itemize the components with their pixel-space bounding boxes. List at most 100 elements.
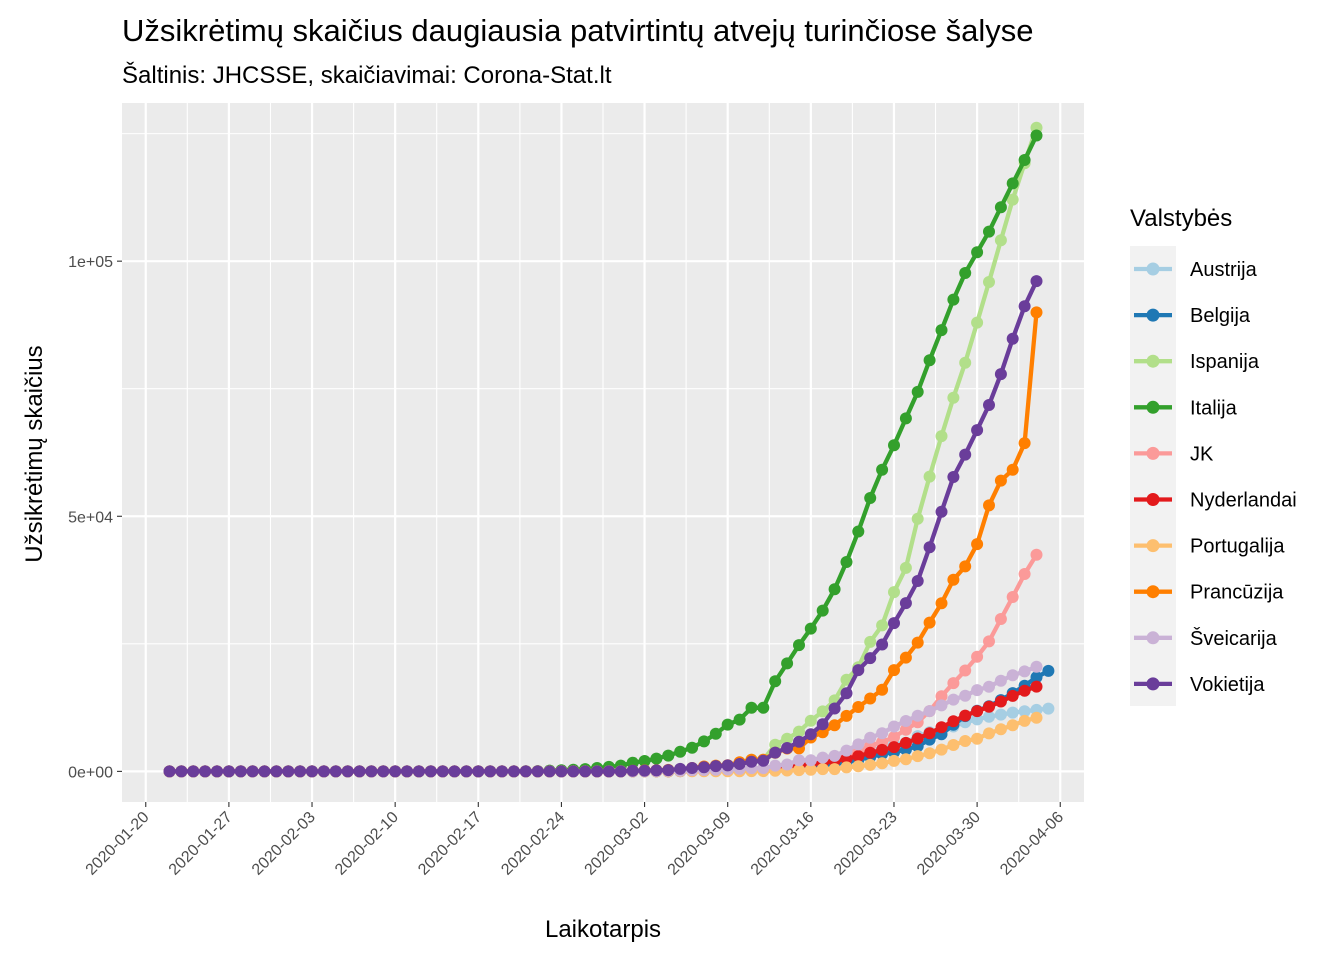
data-point [936,744,948,756]
data-point [1007,719,1019,731]
data-point [722,759,734,771]
data-point [223,765,235,777]
legend-label: Ispanija [1190,351,1260,373]
data-point [852,738,864,750]
data-point [864,759,876,771]
data-point [520,765,532,777]
data-point [864,652,876,664]
chart-title: Užsikrėtimų skaičius daugiausia patvirti… [122,13,1033,48]
data-point [1031,130,1043,142]
data-point [971,684,983,696]
data-point [888,741,900,753]
legend-label: Nyderlandai [1190,490,1297,512]
data-point [971,317,983,329]
data-point [876,464,888,476]
data-point [983,399,995,411]
data-point [841,556,853,568]
data-point [294,765,306,777]
data-point [211,765,223,777]
data-point [710,728,722,740]
data-point [924,705,936,717]
data-point [342,765,354,777]
legend-label: Belgija [1190,305,1251,327]
data-point [983,701,995,713]
data-point [947,294,959,306]
data-point [971,424,983,436]
data-point [852,526,864,538]
x-tick-label: 2020-02-24 [498,809,568,879]
data-point [769,760,781,772]
data-point [841,710,853,722]
data-point [662,764,674,776]
data-point [900,715,912,727]
data-point [852,701,864,713]
legend-key-point [1147,263,1160,276]
chart-subtitle: Šaltinis: JHCSSE, skaičiavimai: Corona-S… [122,61,612,89]
data-point [330,765,342,777]
x-tick-label: 2020-02-03 [249,809,319,879]
y-tick-label: 0e+00 [68,764,113,781]
legend-label: Šveicarija [1190,627,1278,650]
data-point [164,765,176,777]
data-point [841,745,853,757]
data-point [1031,306,1043,318]
data-point [924,354,936,366]
data-point [449,765,461,777]
data-point [615,765,627,777]
data-point [947,574,959,586]
data-point [1042,703,1054,715]
data-point [936,324,948,336]
data-point [472,765,484,777]
data-point [829,750,841,762]
data-point [579,765,591,777]
data-point [888,617,900,629]
data-point [757,755,769,767]
data-point [1007,669,1019,681]
data-point [591,765,603,777]
legend-key-point [1147,585,1160,598]
data-point [1031,661,1043,673]
data-point [959,710,971,722]
data-point [947,715,959,727]
data-point [971,705,983,717]
data-point [876,727,888,739]
data-point [1019,437,1031,449]
data-point [971,538,983,550]
legend-key-point [1147,539,1160,552]
data-point [389,765,401,777]
data-point [995,368,1007,380]
data-point [413,765,425,777]
data-point [900,562,912,574]
data-point [864,747,876,759]
data-point [318,765,330,777]
legend-title: Valstybės [1130,205,1232,232]
data-point [805,754,817,766]
data-point [1019,154,1031,166]
data-point [947,694,959,706]
data-point [900,737,912,749]
x-tick-label: 2020-01-20 [83,809,153,879]
data-point [686,762,698,774]
y-tick-label: 5e+04 [68,509,113,526]
legend-key-point [1147,309,1160,322]
data-point [959,665,971,677]
data-point [746,702,758,714]
data-point [947,677,959,689]
data-point [567,765,579,777]
x-tick-label: 2020-03-30 [914,809,984,879]
data-point [734,758,746,770]
legend-key-point [1147,493,1160,506]
y-axis: 0e+005e+041e+05 [68,254,122,781]
data-point [936,699,948,711]
data-point [1007,464,1019,476]
data-point [924,727,936,739]
legend-label: Austrija [1190,259,1258,281]
data-point [781,759,793,771]
data-point [793,736,805,748]
data-point [781,742,793,754]
data-point [995,475,1007,487]
data-point [686,742,698,754]
data-point [888,664,900,676]
data-point [995,201,1007,213]
data-point [995,723,1007,735]
